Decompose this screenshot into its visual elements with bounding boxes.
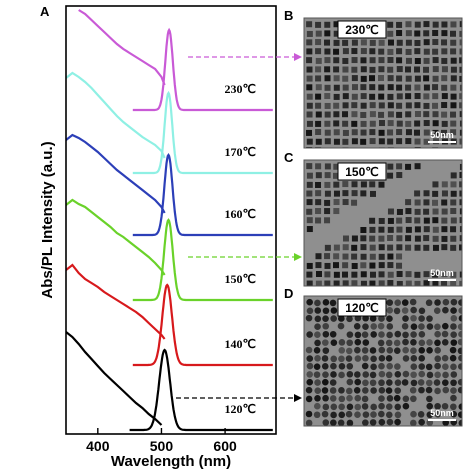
link-arrowhead-b (294, 53, 302, 61)
pl-peak-150 (132, 218, 273, 302)
abs-curve-160 (66, 133, 166, 214)
scale-bar-label: 50nm (430, 408, 454, 418)
nanoparticle-texture (306, 163, 462, 286)
series-label-120: 120℃ (225, 402, 256, 416)
temperature-badge (337, 298, 387, 317)
link-arrowhead-c (294, 253, 302, 261)
series-label-140: 140℃ (225, 337, 256, 351)
temperature-badge-label: 230℃ (345, 23, 379, 37)
micrograph-frame (303, 295, 463, 427)
series-label-160: 160℃ (225, 207, 256, 221)
temperature-badge (337, 20, 387, 39)
temperature-badge (337, 162, 387, 181)
pl-peak-170 (132, 90, 273, 175)
scale-bar-label: 50nm (430, 268, 454, 278)
micrograph-frame (303, 17, 463, 149)
spectra-plot: 120℃ 140℃ 150℃ 160℃ 170℃ 230℃ 400 500 600 (65, 5, 277, 454)
abs-curve-230 (78, 9, 166, 86)
abs-curve-150 (66, 198, 166, 276)
temperature-badge-label: 120℃ (345, 301, 379, 315)
abs-curve-170 (66, 71, 166, 159)
series-label-230: 230℃ (225, 82, 256, 96)
nanoparticle-texture (305, 298, 462, 426)
plot-frame (65, 5, 277, 435)
abs-curve-140 (66, 263, 166, 340)
pl-peak-230 (132, 27, 273, 112)
micrograph-c: C 150℃ 50nm (284, 150, 463, 287)
series-label-170: 170℃ (225, 145, 256, 159)
series-label-150: 150℃ (225, 272, 256, 286)
micrograph-d: D 120℃ 50nm (284, 286, 463, 427)
pl-peak-160 (132, 152, 273, 237)
micrograph-b: B 230℃ 50nm (284, 8, 463, 149)
x-tick-label: 400 (86, 438, 110, 454)
pl-peak-120 (129, 348, 273, 432)
scale-bar-label: 50nm (430, 130, 454, 140)
panel-letter-a: A (40, 4, 50, 19)
x-tick-label: 500 (150, 438, 174, 454)
panel-letter-d: D (284, 286, 293, 301)
link-arrowhead-d (294, 394, 302, 402)
micrograph-frame (303, 159, 463, 287)
x-axis-title: Wavelength (nm) (111, 453, 231, 470)
abs-curve-120 (66, 331, 163, 426)
panel-letter-c: C (284, 150, 294, 165)
y-axis-title: Abs/PL Intensity (a.u.) (39, 141, 56, 298)
pl-peak-140 (132, 283, 273, 367)
panel-letter-b: B (284, 8, 293, 23)
x-tick-label: 600 (213, 438, 237, 454)
temperature-badge-label: 150℃ (345, 165, 379, 179)
